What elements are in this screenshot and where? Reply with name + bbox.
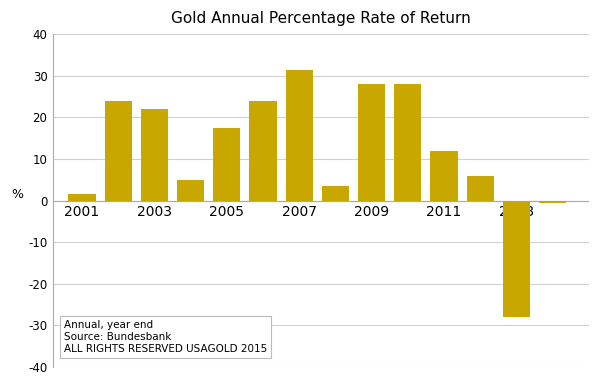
Bar	[358, 84, 385, 201]
Title: Gold Annual Percentage Rate of Return: Gold Annual Percentage Rate of Return	[171, 11, 471, 26]
Text: Annual, year end
Source: Bundesbank
ALL RIGHTS RESERVED USAGOLD 2015: Annual, year end Source: Bundesbank ALL …	[64, 320, 267, 354]
Bar	[68, 194, 95, 201]
Bar	[539, 201, 566, 203]
Bar	[430, 151, 458, 201]
Bar	[286, 69, 313, 201]
Bar	[503, 201, 530, 317]
Bar	[213, 128, 241, 201]
Bar	[467, 176, 494, 201]
Bar	[177, 180, 204, 201]
Bar	[394, 84, 421, 201]
Bar	[104, 101, 132, 201]
Bar	[322, 186, 349, 201]
Bar	[250, 101, 277, 201]
Bar	[141, 109, 168, 201]
Y-axis label: %: %	[11, 188, 23, 201]
